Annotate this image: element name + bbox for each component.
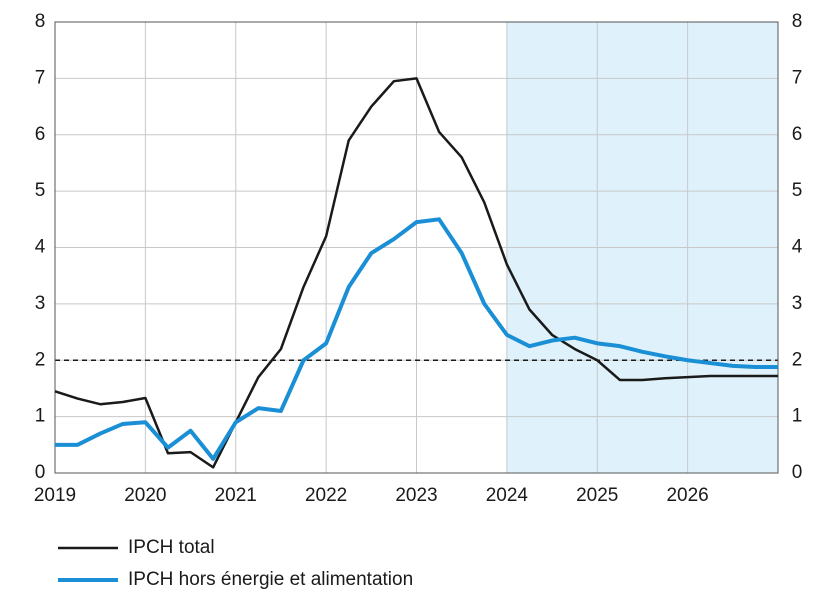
y-tick-label: 8 bbox=[35, 11, 46, 32]
series-line bbox=[55, 217, 778, 461]
y-tick-label: 2 bbox=[35, 349, 46, 370]
y2-tick-label: 1 bbox=[792, 406, 803, 427]
y2-tick-label: 0 bbox=[792, 462, 803, 483]
x-tick-label: 2026 bbox=[666, 485, 708, 506]
y-tick-label: 1 bbox=[35, 406, 46, 427]
y2-tick-label: 6 bbox=[792, 124, 803, 145]
y-tick-label: 6 bbox=[35, 124, 46, 145]
legend-label: IPCH hors énergie et alimentation bbox=[128, 569, 413, 590]
x-tick-label: 2019 bbox=[34, 485, 76, 506]
x-tick-label: 2022 bbox=[305, 485, 347, 506]
y-tick-label: 3 bbox=[35, 293, 46, 314]
y2-tick-label: 8 bbox=[792, 11, 803, 32]
y-tick-label: 5 bbox=[35, 180, 46, 201]
y-tick-label: 7 bbox=[35, 67, 46, 88]
x-tick-label: 2025 bbox=[576, 485, 618, 506]
series-line bbox=[54, 77, 778, 469]
x-tick-label: 2024 bbox=[486, 485, 529, 506]
legend-label: IPCH total bbox=[128, 537, 215, 558]
y2-tick-label: 7 bbox=[792, 67, 803, 88]
y2-tick-label: 2 bbox=[792, 349, 803, 370]
x-tick-label: 2023 bbox=[395, 485, 437, 506]
x-tick-label: 2020 bbox=[124, 485, 166, 506]
y2-tick-label: 5 bbox=[792, 180, 803, 201]
y-tick-label: 4 bbox=[35, 237, 46, 258]
y2-tick-label: 3 bbox=[792, 293, 803, 314]
x-tick-label: 2021 bbox=[215, 485, 257, 506]
y2-tick-label: 4 bbox=[792, 237, 803, 258]
plot-border bbox=[54, 21, 779, 474]
y-tick-label: 0 bbox=[35, 462, 46, 483]
